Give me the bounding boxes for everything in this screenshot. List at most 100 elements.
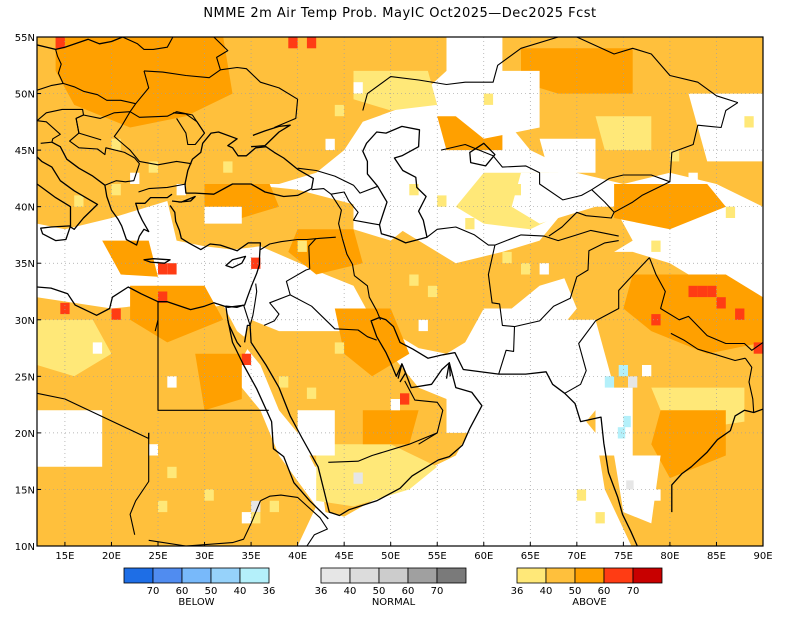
legend-swatch-above-2 bbox=[545, 567, 576, 584]
longitude-label: 40E bbox=[288, 551, 307, 562]
central-asia-border bbox=[440, 143, 615, 237]
no-signal-area-9 bbox=[297, 410, 335, 456]
above-60-cell-17 bbox=[400, 393, 410, 405]
above-36-cell-5 bbox=[427, 285, 438, 298]
balkan-borders bbox=[69, 132, 140, 186]
bulgaria-border bbox=[138, 183, 186, 193]
no-signal-area-7 bbox=[595, 387, 633, 456]
above-60-cell-1 bbox=[55, 37, 65, 49]
persian-gulf-qatar bbox=[397, 363, 407, 383]
above-50-patch-7 bbox=[195, 353, 242, 411]
kazakhstan-china-border bbox=[669, 102, 739, 182]
above-36-cell-4 bbox=[409, 274, 419, 286]
longitude-label: 50E bbox=[381, 551, 400, 562]
israel-jordan-border bbox=[249, 283, 258, 326]
no-signal-area-5 bbox=[465, 308, 540, 388]
austria-border bbox=[37, 108, 85, 134]
above-36-cell-16 bbox=[111, 184, 121, 196]
latitude-label: 40N bbox=[15, 203, 35, 214]
legend-swatch-normal-5 bbox=[436, 567, 467, 584]
latitude-label: 10N bbox=[15, 542, 35, 553]
map-frame bbox=[36, 36, 764, 547]
red-sea-west-coast bbox=[227, 319, 329, 520]
above-60-cell-5 bbox=[167, 263, 177, 275]
poland-east-border bbox=[129, 70, 205, 134]
longitude-label: 20E bbox=[102, 551, 121, 562]
no-signal-cell-10 bbox=[539, 263, 549, 275]
legend-value-above-2: 40 bbox=[540, 586, 553, 597]
normal-36-cell-2 bbox=[353, 472, 363, 484]
legend-swatch-below-2 bbox=[152, 567, 183, 584]
cyprus-island bbox=[225, 255, 247, 269]
longitude-labels: 15E 20E 25E 30E 35E 40E 45E 50E 55E 60E 65E 70E 75E 8… bbox=[55, 542, 773, 562]
no-signal-cell-19 bbox=[241, 512, 252, 524]
moldova-border bbox=[172, 112, 206, 146]
no-signal-cell-20 bbox=[148, 444, 158, 456]
turkey-east-border bbox=[311, 188, 343, 239]
longitude-label: 65E bbox=[521, 551, 540, 562]
no-signal-cell-4 bbox=[381, 184, 391, 196]
no-signal-cell-7 bbox=[167, 376, 177, 388]
ethiopia-border bbox=[260, 494, 328, 546]
legend-value-normal-3: 50 bbox=[373, 586, 386, 597]
no-signal-cell-18 bbox=[493, 308, 503, 320]
latitude-label: 45N bbox=[15, 146, 35, 157]
above-40-region-africa bbox=[37, 297, 317, 546]
above-60-cell-2 bbox=[288, 37, 298, 49]
aral-sea-coast bbox=[469, 142, 496, 167]
above-36-cell-2 bbox=[148, 161, 158, 173]
legend-title-below: BELOW bbox=[178, 597, 214, 608]
legend-value-normal-1: 36 bbox=[315, 586, 328, 597]
libya-niger-border bbox=[37, 392, 66, 400]
above-60-cell-14 bbox=[651, 314, 661, 326]
longitude-label: 30E bbox=[195, 551, 214, 562]
above-50-patch-10 bbox=[521, 48, 633, 94]
libya-egypt-border bbox=[154, 301, 159, 332]
caspian-sea-coast bbox=[362, 125, 428, 244]
libya-chad-border bbox=[64, 398, 150, 440]
longitude-label: 75E bbox=[614, 551, 633, 562]
legend-swatch-above-5 bbox=[632, 567, 663, 584]
sicily-island bbox=[40, 225, 72, 242]
iran-pakistan-border bbox=[498, 326, 516, 375]
above-36-cell-31 bbox=[158, 500, 168, 513]
latitude-label: 15N bbox=[15, 485, 35, 496]
no-signal-area-10 bbox=[37, 410, 103, 467]
legend-swatch-below-1 bbox=[123, 567, 154, 584]
above-50-patch-1 bbox=[55, 37, 233, 128]
egypt-israel-border bbox=[243, 304, 251, 326]
aegean-turkey-coast bbox=[37, 205, 262, 316]
romania-border bbox=[113, 111, 192, 166]
normal-36-cell-3 bbox=[251, 500, 261, 513]
above-36-cell-9 bbox=[204, 489, 214, 501]
legend-swatch-above-1 bbox=[516, 567, 547, 584]
caucasus-border bbox=[297, 167, 378, 194]
above-36-cell-27 bbox=[437, 195, 447, 207]
no-signal-cell-9 bbox=[455, 218, 466, 230]
nepal-india-border bbox=[670, 332, 746, 362]
above-36-cell-14 bbox=[725, 206, 736, 218]
czech-poland-border bbox=[62, 82, 136, 105]
above-60-cell-3 bbox=[306, 37, 317, 49]
above-36-cell-15 bbox=[74, 195, 84, 207]
above-50-patch-13 bbox=[102, 240, 158, 277]
belarus-border bbox=[143, 37, 229, 79]
legend-value-below-5: 36 bbox=[263, 586, 276, 597]
no-signal-cell-17 bbox=[390, 399, 400, 411]
above-60-cell-7 bbox=[111, 308, 121, 320]
above-60-cell-15 bbox=[753, 342, 763, 354]
above-36-cell-29 bbox=[362, 455, 373, 467]
longitude-label: 80E bbox=[660, 551, 679, 562]
map-title: NMME 2m Air Temp Prob. MayIC Oct2025—Dec… bbox=[203, 6, 597, 21]
pakistan-india-border bbox=[564, 257, 650, 394]
germany-border bbox=[37, 49, 64, 91]
gulf-of-aqaba bbox=[243, 324, 251, 343]
above-60-cell-11 bbox=[707, 285, 717, 298]
syria-iraq-border bbox=[263, 237, 317, 326]
no-signal-cell-13 bbox=[642, 365, 652, 377]
above-36-cell-18 bbox=[465, 218, 475, 230]
no-signal-cell-15 bbox=[306, 466, 317, 479]
above-60-cell-4 bbox=[158, 263, 168, 275]
legend-above: 36 40 50 60 70 ABOVE bbox=[511, 567, 663, 608]
